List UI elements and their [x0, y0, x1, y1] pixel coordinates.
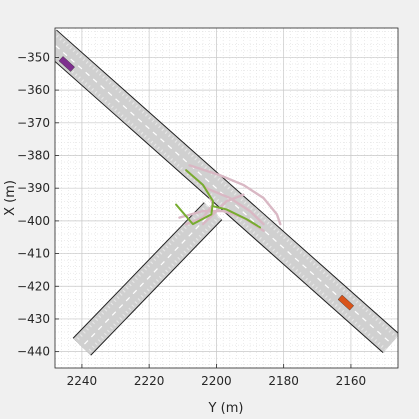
x-tick-label: 2160: [336, 374, 367, 388]
main-road-centerline: [55, 44, 392, 344]
y-tick-label: −380: [17, 149, 50, 163]
branch-road-centerline: [81, 210, 214, 348]
y-tick-label: −360: [17, 83, 50, 97]
tick-layer: 2240 2220 2200 2180 2160 −350 −360 −370 −380 −390…: [17, 50, 366, 388]
ego-path: [175, 169, 215, 226]
x-tick-label: 2180: [268, 374, 299, 388]
y-tick-label: −390: [17, 181, 50, 195]
y-axis-label: X (m): [3, 180, 18, 216]
x-axis-label: Y (m): [208, 401, 244, 416]
y-tick-label: −400: [17, 214, 50, 228]
candidate-path: [188, 164, 282, 226]
ego-vehicle: [58, 56, 75, 72]
path-layer: [175, 164, 282, 232]
y-tick-label: −350: [17, 50, 50, 64]
x-tick-label: 2200: [201, 374, 232, 388]
y-tick-label: −410: [17, 247, 50, 261]
y-tick-label: −420: [17, 279, 50, 293]
vehicle-layer: [58, 56, 355, 311]
y-tick-label: −370: [17, 116, 50, 130]
axes-box: [54, 27, 399, 369]
candidate-path: [205, 186, 265, 226]
x-tick-label: 2240: [67, 374, 98, 388]
x-tick-label: 2220: [134, 374, 165, 388]
y-tick-label: −430: [17, 312, 50, 326]
target-vehicle: [337, 294, 355, 311]
ego-path-branch: [212, 205, 262, 229]
y-tick-label: −440: [17, 345, 50, 359]
road-layer: [55, 29, 398, 356]
